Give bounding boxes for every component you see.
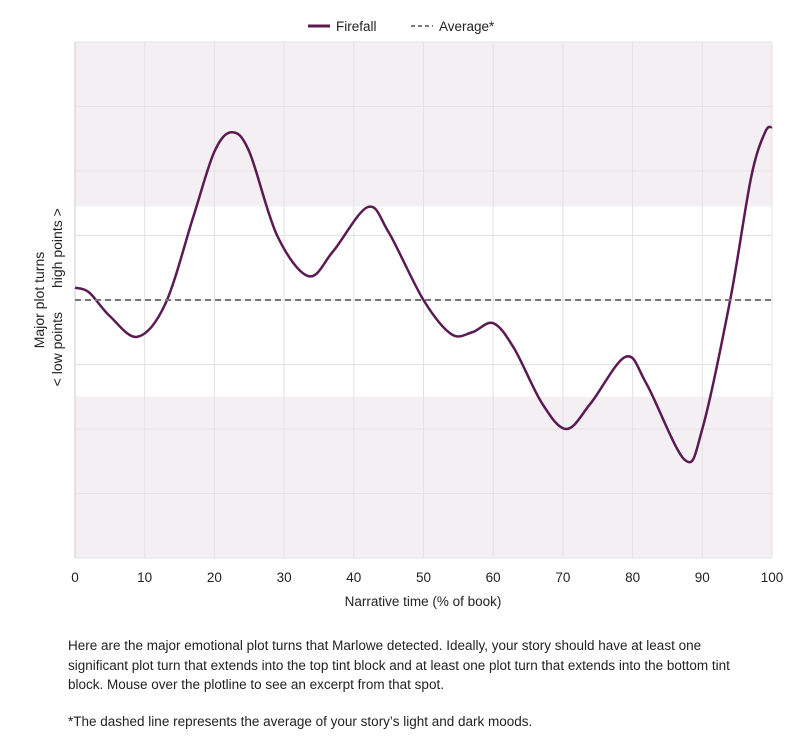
x-tick-label: 60 (486, 570, 501, 585)
x-tick-label: 80 (625, 570, 640, 585)
x-tick-label: 90 (695, 570, 710, 585)
x-tick-label: 100 (761, 570, 784, 585)
caption-paragraph: Here are the major emotional plot turns … (68, 638, 730, 692)
chart-caption: Here are the major emotional plot turns … (68, 636, 748, 748)
legend-firefall-label: Firefall (336, 19, 377, 34)
x-tick-label: 20 (207, 570, 222, 585)
x-tick-label: 10 (137, 570, 152, 585)
y-axis-label-high: high points > (49, 208, 65, 288)
plot-turns-chart: 0 10 20 30 40 50 60 70 80 90 100 Narrative time (%… (31, 19, 784, 609)
x-axis-label: Narrative time (% of book) (345, 594, 502, 609)
series-line-firefall[interactable] (74, 125, 773, 464)
x-tick-label: 0 (71, 570, 79, 585)
legend-average-label: Average* (439, 19, 495, 34)
legend: Firefall Average* (308, 19, 495, 34)
y-axis-label: Major plot turns (31, 252, 47, 348)
x-tick-label: 30 (277, 570, 292, 585)
caption-footnote: *The dashed line represents the average … (68, 713, 533, 729)
y-axis-label-low: < low points (49, 312, 65, 386)
x-tick-label: 40 (346, 570, 361, 585)
x-tick-label: 50 (416, 570, 431, 585)
x-tick-label: 70 (555, 570, 570, 585)
